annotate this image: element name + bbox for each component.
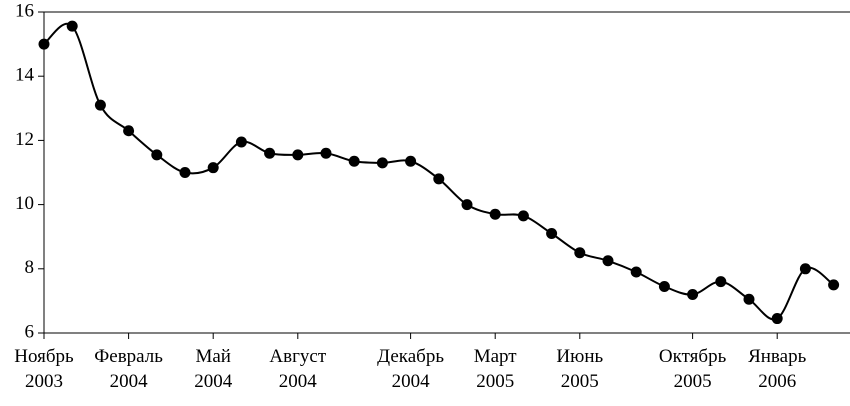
marker: [743, 293, 755, 305]
x-tick-label: Май 2004: [194, 346, 233, 392]
marker: [405, 155, 417, 167]
x-tick-label: Январь 2006: [748, 346, 807, 392]
marker: [461, 199, 473, 211]
marker: [94, 99, 106, 111]
x-tick-label: Ноябрь 2003: [14, 346, 74, 392]
x-tick-label: Октябрь 2005: [658, 346, 727, 392]
marker: [376, 157, 388, 169]
x-tick-label: Март 2005: [473, 346, 517, 392]
marker: [771, 313, 783, 325]
marker: [715, 276, 727, 288]
marker: [151, 149, 163, 161]
y-tick-label: 14: [15, 65, 35, 86]
y-tick-label: 6: [25, 321, 35, 342]
marker: [546, 227, 558, 239]
marker: [320, 147, 332, 159]
marker: [517, 210, 529, 222]
x-tick-label: Декабрь 2004: [377, 346, 445, 392]
marker: [235, 136, 247, 148]
x-tick-label: Февраль 2004: [94, 346, 163, 392]
x-tick-label: Июнь 2005: [556, 346, 604, 392]
marker: [630, 266, 642, 278]
marker: [348, 155, 360, 167]
marker: [264, 147, 276, 159]
marker: [179, 167, 191, 178]
marker: [66, 20, 78, 32]
marker: [123, 125, 135, 137]
y-tick-label: 8: [25, 257, 35, 278]
marker: [207, 162, 219, 174]
line: [43, 22, 835, 321]
marker: [292, 149, 304, 161]
y-tick-label: 10: [15, 193, 34, 214]
marker: [658, 280, 670, 292]
marker: [687, 288, 699, 300]
x-tick-label: Август 2004: [269, 346, 327, 392]
marker: [828, 279, 840, 291]
marker: [602, 255, 614, 267]
marker: [433, 173, 445, 185]
marker: [574, 247, 586, 259]
y-tick-label: 16: [15, 0, 34, 21]
y-tick-label: 12: [15, 129, 34, 150]
marker: [38, 38, 50, 50]
marker: [799, 263, 811, 275]
marker: [489, 208, 501, 220]
